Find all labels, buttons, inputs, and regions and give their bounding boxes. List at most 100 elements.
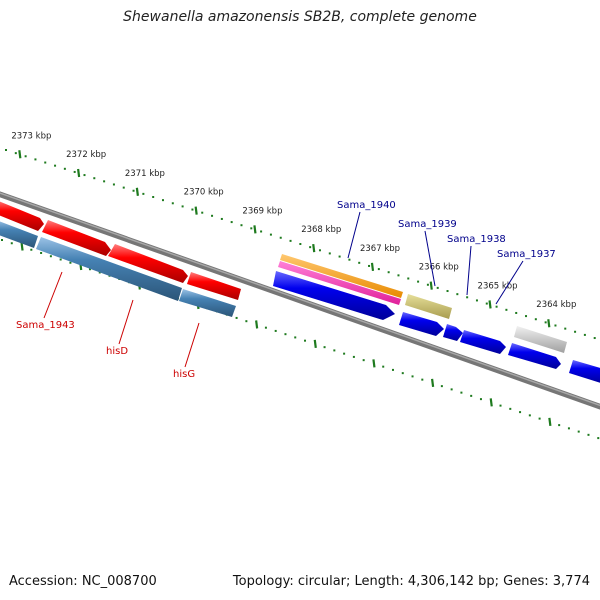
inner-ruler-minor-tick [88,268,91,271]
inner-ruler-minor-tick [538,417,541,420]
gene-sama-1939-feature [405,294,452,319]
ruler-minor-tick [348,258,351,261]
accession-text: Accession: NC_008700 [9,574,157,589]
inner-ruler-minor-tick [294,336,297,339]
ruler-minor-tick [368,264,371,267]
ruler-minor-tick [54,164,57,167]
ruler-minor-tick [34,158,37,161]
ruler-tick-label: 2364 kbp [536,300,576,310]
ruler-minor-tick [152,196,155,199]
ruler-minor-tick [554,324,557,327]
gene-label-sama-1943: Sama_1943 [16,320,75,331]
ruler-minor-tick [309,246,312,249]
ruler-minor-tick [299,243,302,246]
inner-ruler-minor-tick [59,258,62,261]
ruler-tick-label: 2369 kbp [242,206,282,216]
label-leader-line [466,245,472,296]
inner-ruler-minor-tick [343,352,346,355]
ruler-minor-tick [377,268,380,271]
ruler-tick-label: 2365 kbp [478,281,518,291]
ruler-major-tick [429,281,433,290]
inner-ruler-minor-tick [460,391,463,394]
backbone-band [0,191,600,410]
ruler-minor-tick [171,202,174,205]
inner-ruler-minor-tick [362,359,365,362]
ruler-minor-tick [132,189,135,192]
ruler-minor-tick [73,170,76,173]
ruler-minor-tick [260,230,263,233]
inner-ruler-minor-tick [509,407,512,410]
label-leader-line [495,260,524,305]
ruler-minor-tick [83,174,86,177]
backbone [0,191,600,410]
inner-ruler-minor-tick [440,385,443,388]
gene-red-2 [42,220,111,256]
ruler-tick-label: 2367 kbp [360,244,400,254]
inner-ruler-minor-tick [479,398,482,401]
gene-label-sama-1939: Sama_1939 [398,219,457,230]
inner-ruler-minor-tick [499,404,502,407]
ruler-minor-tick [466,296,469,299]
backbone-highlight [0,192,600,407]
inner-ruler-minor-tick [528,414,531,417]
gene-sama-1938 [443,324,463,341]
ruler-minor-tick [505,308,508,311]
ruler-minor-tick [318,249,321,252]
ruler-minor-tick [456,293,459,296]
gene-sama-1937 [460,330,506,354]
kbp-ruler: 2373 kbp 2372 kbp 2371 kbp 2370 kbp 2369 kbp… [5,131,596,340]
inner-ruler-minor-tick [30,248,33,251]
inner-ruler-minor-tick [323,346,326,349]
inner-ruler-minor-tick [577,430,580,433]
inner-ruler-minor-tick [401,372,404,375]
ruler-minor-tick [289,239,292,242]
gene-blue-2 [569,360,600,383]
gene-pink-feature [278,261,401,305]
ruler-minor-tick [142,192,145,195]
ruler-tick-label: 2366 kbp [419,263,459,273]
ruler-major-tick [547,319,551,328]
inner-ruler-minor-tick [391,368,394,371]
ruler-minor-tick [328,252,331,255]
ruler-minor-tick [181,205,184,208]
inner-ruler-major-tick [20,242,24,251]
topology-text: Topology: circular; Length: 4,306,142 bp… [232,574,590,589]
ruler-minor-tick [220,217,223,220]
ruler-minor-tick [44,161,47,164]
inner-ruler-major-tick [430,378,435,388]
ruler-minor-tick [240,224,243,227]
ruler-minor-tick [103,180,106,183]
gene-track [0,201,600,383]
inner-ruler-major-tick [372,359,376,368]
ruler-tick-label: 2373 kbp [11,131,51,141]
ruler-minor-tick [564,327,567,330]
ruler-minor-tick [485,302,488,305]
map-title: Shewanella amazonensis SB2B, complete ge… [123,9,477,25]
ruler-minor-tick [191,208,194,211]
ruler-tick-label: 2368 kbp [301,225,341,235]
label-leader-line [43,271,63,319]
ruler-minor-tick [534,318,537,321]
inner-ruler-minor-tick [421,378,424,381]
ruler-minor-tick [338,255,341,258]
ruler-major-tick [77,168,81,178]
ruler-minor-tick [250,227,253,230]
ruler-minor-tick [417,280,420,283]
inner-ruler-major-tick [548,417,552,426]
ruler-minor-tick [63,167,66,170]
ruler-minor-tick [583,333,586,336]
ruler-tick-label: 2371 kbp [125,169,165,179]
inner-ruler-minor-tick [245,320,248,323]
ruler-tick-label: 2370 kbp [184,188,224,198]
inner-ruler-minor-tick [1,239,3,241]
ruler-minor-tick [407,277,410,280]
inner-ruler-minor-tick [382,365,385,368]
gene-hisd [36,237,182,301]
inner-ruler-minor-tick [274,329,277,332]
ruler-minor-tick [397,274,400,277]
gene-hisg [179,289,236,317]
ruler-minor-tick [544,321,547,324]
inner-ruler-minor-tick [567,427,570,430]
ruler-minor-tick [5,149,7,151]
ruler-minor-tick [574,330,577,333]
